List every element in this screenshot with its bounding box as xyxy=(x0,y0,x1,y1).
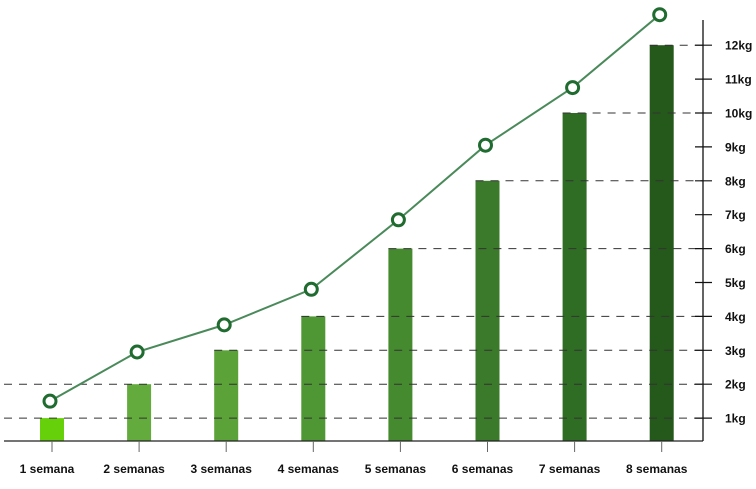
line-marker xyxy=(129,344,145,360)
x-tick-label: 7 semanas xyxy=(539,462,601,476)
line-marker xyxy=(390,212,406,228)
line-marker xyxy=(565,80,581,96)
y-tick-label: 6kg xyxy=(725,242,746,256)
y-tick-label: 7kg xyxy=(725,208,746,222)
y-tick-label: 8kg xyxy=(725,174,746,188)
bar xyxy=(562,113,587,441)
x-tick-label: 2 semanas xyxy=(103,462,165,476)
bar xyxy=(475,180,500,442)
x-tick-label: 1 semana xyxy=(20,462,75,476)
line-marker xyxy=(216,317,232,333)
bar xyxy=(388,248,413,441)
y-tick-label: 4kg xyxy=(725,310,746,324)
y-tick-label: 11kg xyxy=(725,73,752,87)
y-tick-label: 10kg xyxy=(725,107,752,121)
bar xyxy=(649,45,674,441)
x-tick-label: 4 semanas xyxy=(278,462,340,476)
line-marker xyxy=(652,7,668,23)
bar xyxy=(301,316,326,441)
line-marker xyxy=(303,281,319,297)
line-marker xyxy=(42,393,58,409)
y-tick-label: 5kg xyxy=(725,276,746,290)
x-tick-label: 6 semanas xyxy=(452,462,514,476)
x-tick-label: 5 semanas xyxy=(365,462,427,476)
y-tick-label: 3kg xyxy=(725,344,746,358)
y-tick-label: 9kg xyxy=(725,140,746,154)
bar xyxy=(127,384,152,441)
bar xyxy=(40,418,64,441)
y-tick-label: 2kg xyxy=(725,378,746,392)
line-marker xyxy=(478,137,493,153)
x-tick-label: 3 semanas xyxy=(191,462,253,476)
y-tick-label: 12kg xyxy=(725,39,752,53)
y-tick-label: 1kg xyxy=(725,412,746,426)
bar xyxy=(214,350,239,441)
trend-line xyxy=(49,13,661,403)
x-tick-label: 8 semanas xyxy=(626,462,688,476)
